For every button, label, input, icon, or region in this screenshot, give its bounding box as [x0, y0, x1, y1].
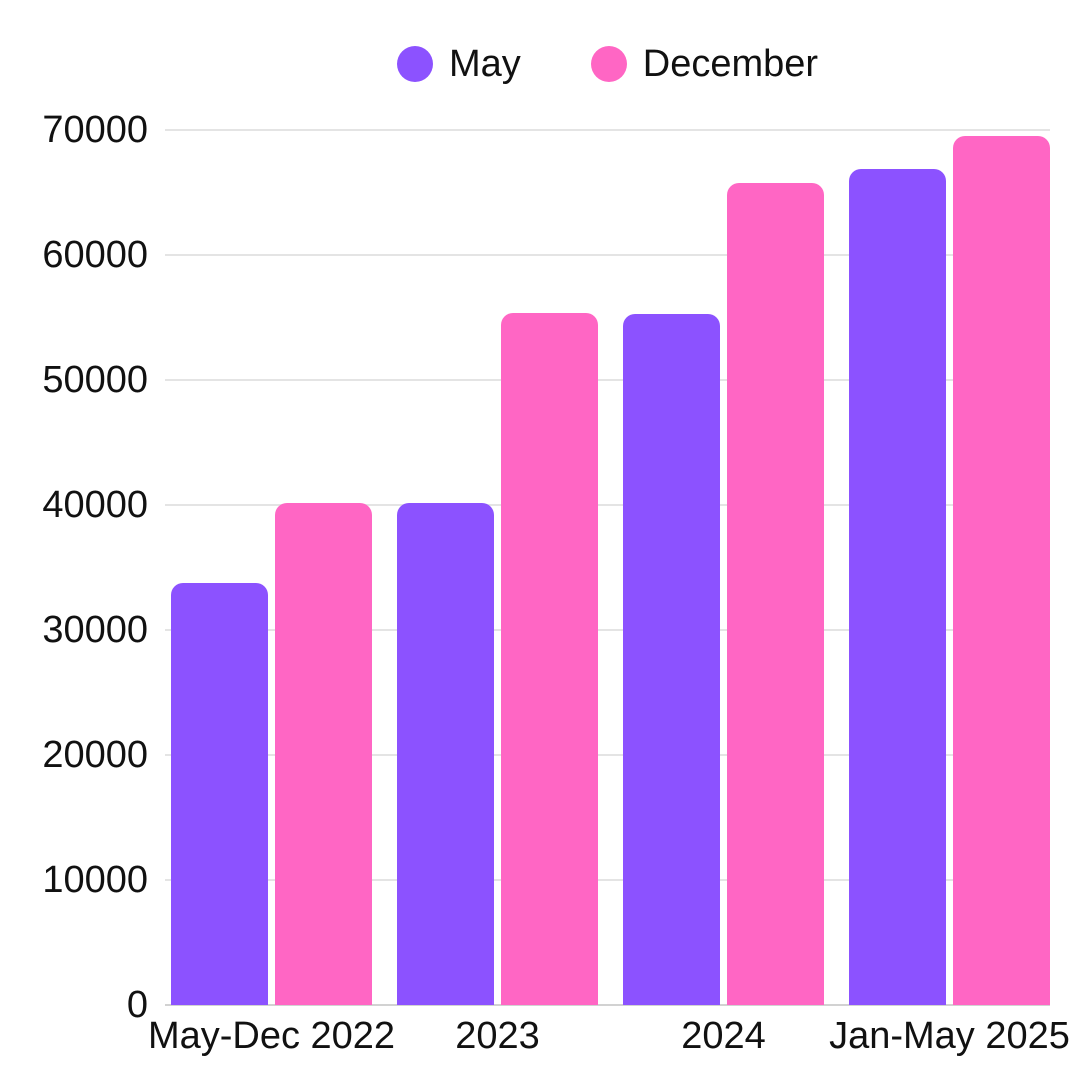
gridline: [165, 129, 1050, 131]
x-tick-label: 2024: [681, 1015, 766, 1057]
gridline: [165, 254, 1050, 256]
x-tick-label: May-Dec 2022: [147, 1015, 396, 1057]
x-tick-label: Jan-May 2025: [829, 1015, 1070, 1057]
bar-december-2023: [501, 312, 598, 1005]
y-tick-label: 10000: [42, 859, 148, 901]
y-tick-label: 60000: [42, 234, 148, 276]
legend-swatch-december-icon: [590, 46, 627, 82]
legend-label: December: [642, 43, 819, 85]
chart-legend: May December: [165, 44, 1050, 84]
bar-december-jan-may-2025: [953, 136, 1050, 1005]
gridline: [165, 379, 1050, 381]
gridline: [165, 629, 1050, 631]
y-tick-label: 0: [126, 984, 148, 1026]
gridline: [165, 879, 1050, 881]
gridline: [165, 754, 1050, 756]
y-tick-label: 40000: [42, 484, 148, 526]
bar-december-2024: [727, 182, 824, 1005]
y-tick-label: 30000: [42, 609, 148, 651]
legend-label: May: [448, 43, 521, 85]
bar-may-jan-may-2025: [849, 168, 946, 1005]
y-tick-label: 70000: [42, 109, 148, 151]
x-axis-baseline: [165, 1004, 1050, 1006]
bar-may-2024: [623, 313, 720, 1005]
gridline: [165, 504, 1050, 506]
bar-may-2023: [397, 502, 494, 1005]
bar-may-may-dec-2022: [171, 582, 268, 1005]
y-tick-label: 20000: [42, 734, 148, 776]
legend-item-december: December: [590, 43, 819, 85]
x-tick-label: 2023: [455, 1015, 540, 1057]
y-tick-label: 50000: [42, 359, 148, 401]
bar-december-may-dec-2022: [275, 502, 372, 1005]
legend-swatch-may-icon: [396, 46, 433, 82]
legend-item-may: May: [396, 43, 521, 85]
